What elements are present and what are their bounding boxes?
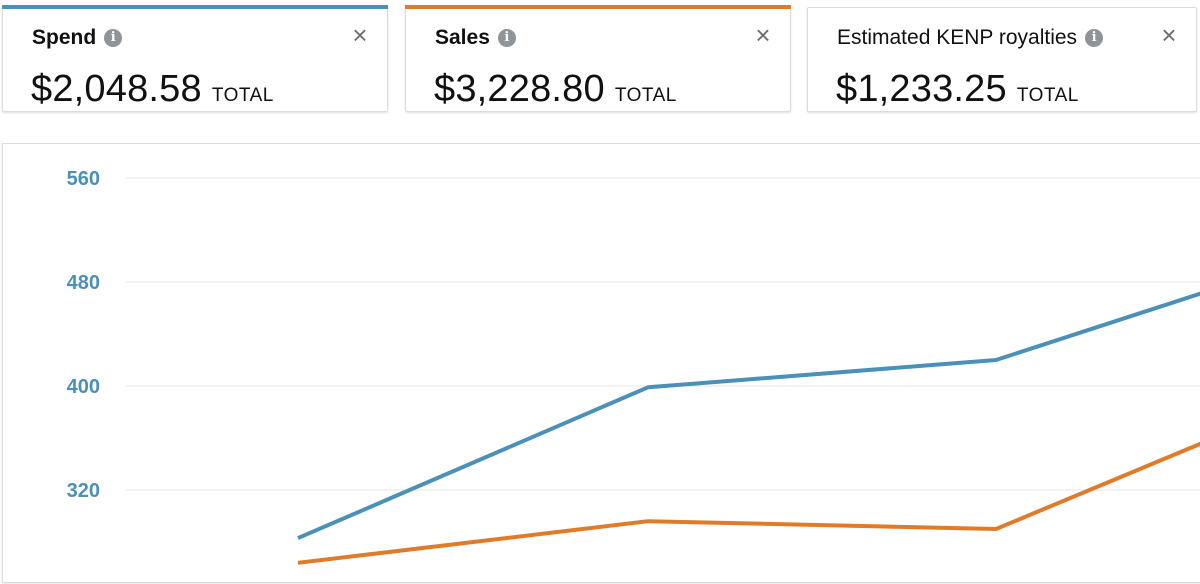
close-icon[interactable]: × (352, 20, 368, 50)
spend-color-bar (2, 5, 388, 9)
sales-amount: $3,228.80 (434, 68, 605, 110)
sales-total-label: TOTAL (614, 85, 677, 106)
y-tick-label: 560 (67, 168, 100, 190)
kenp-amount: $1,233.25 (836, 68, 1007, 110)
series-line-1 (297, 441, 1200, 565)
kenp-total-label: TOTAL (1016, 85, 1079, 106)
info-icon[interactable]: i (1085, 29, 1104, 47)
info-icon[interactable]: i (104, 29, 123, 47)
spend-value: $2,048.58 TOTAL (31, 68, 274, 111)
kenp-royalties-metric-card[interactable]: Estimated KENP royalties i × $1,233.25 T… (807, 7, 1197, 112)
spend-title: Spend i (32, 26, 123, 50)
kenp-title: Estimated KENP royalties i (837, 26, 1104, 50)
sales-metric-card[interactable]: Sales i × $3,228.80 TOTAL (405, 5, 791, 112)
y-tick-label: 320 (67, 480, 100, 502)
sales-label: Sales (435, 26, 490, 49)
y-tick-label: 400 (67, 376, 100, 398)
spend-total-label: TOTAL (211, 85, 274, 106)
info-icon[interactable]: i (497, 29, 516, 47)
line-chart: 560 480 400 320 (67, 168, 1200, 565)
close-icon[interactable]: × (1161, 20, 1177, 50)
kenp-value: $1,233.25 TOTAL (836, 68, 1079, 111)
sales-value: $3,228.80 TOTAL (434, 68, 677, 111)
kenp-label: Estimated KENP royalties (837, 26, 1078, 49)
spend-amount: $2,048.58 (31, 68, 202, 110)
line-chart-panel: 560 480 400 320 (2, 143, 1200, 583)
spend-label: Spend (32, 26, 97, 49)
series-line-0 (297, 291, 1200, 540)
sales-title: Sales i (435, 26, 516, 50)
y-tick-label: 480 (67, 272, 100, 294)
close-icon[interactable]: × (755, 20, 771, 50)
spend-metric-card[interactable]: Spend i × $2,048.58 TOTAL (2, 5, 388, 112)
sales-color-bar (405, 5, 791, 9)
